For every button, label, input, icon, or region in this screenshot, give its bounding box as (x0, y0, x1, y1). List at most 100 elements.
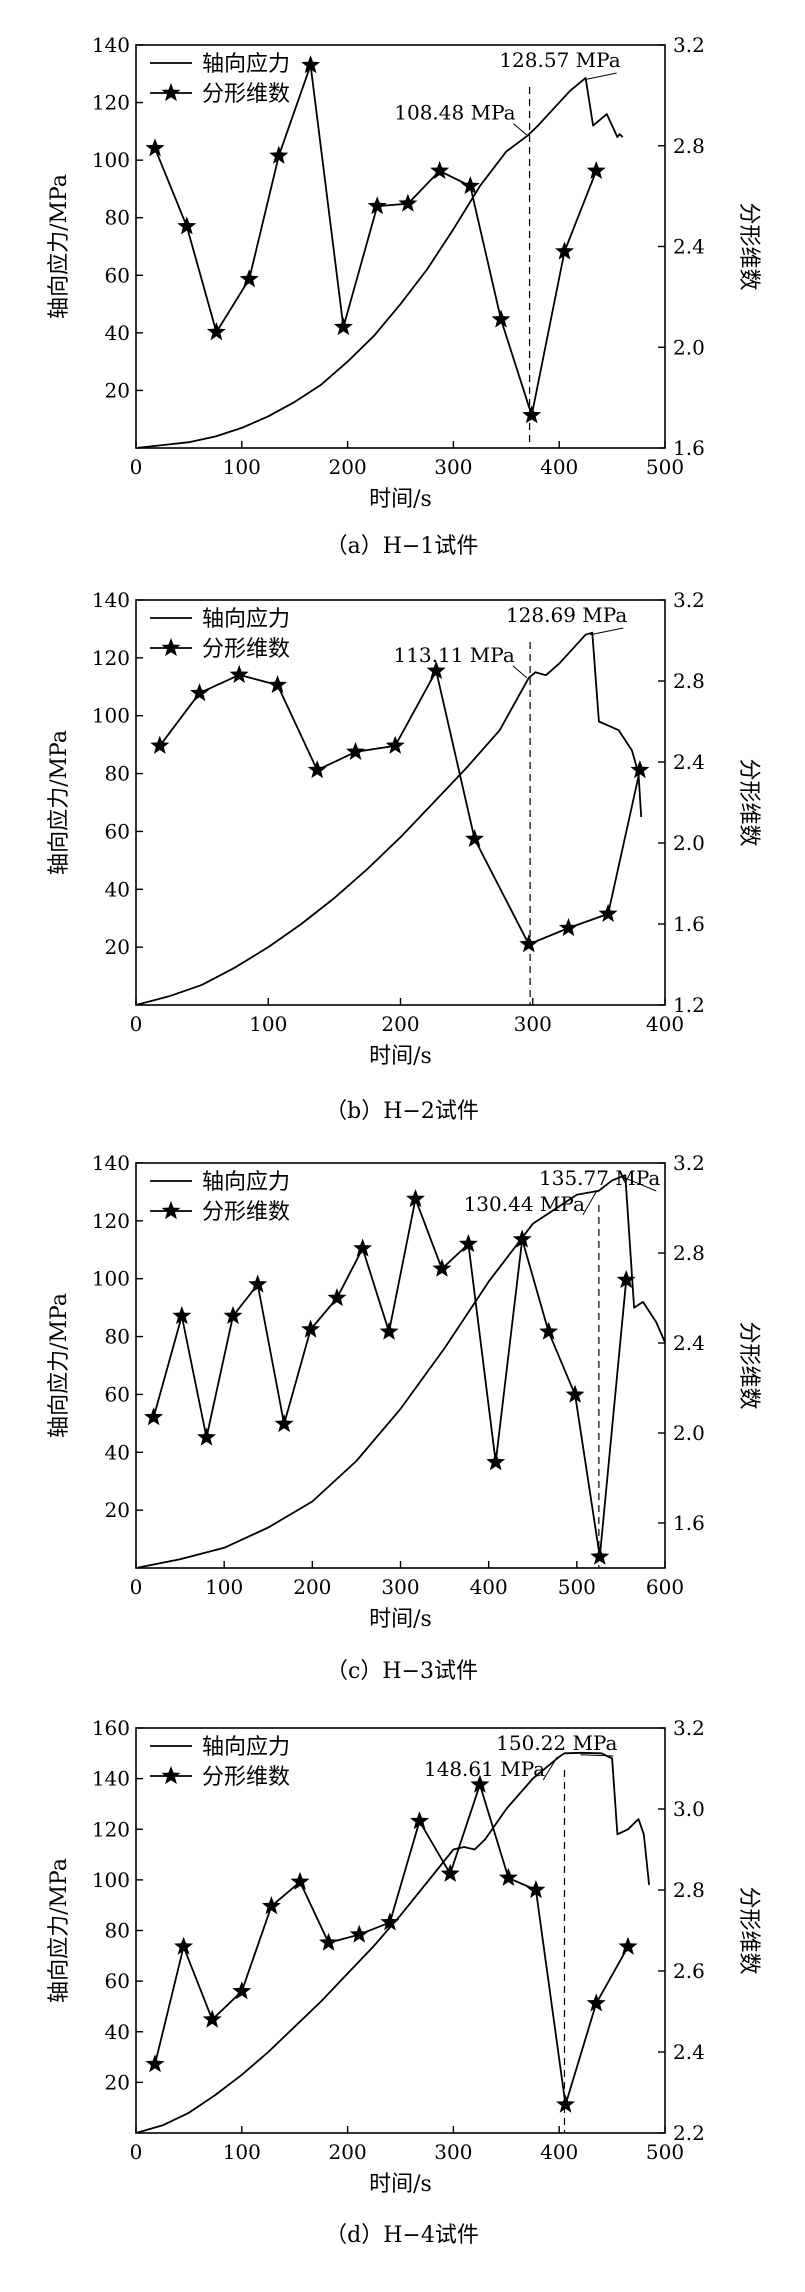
annotation-failure-leader (542, 1756, 558, 1781)
x-axis-label: 时间/s (369, 487, 432, 512)
y-axis-label: 轴向应力/MPa (47, 730, 72, 875)
fractal-point (522, 405, 542, 424)
annotation-peak-leader (580, 1754, 614, 1757)
annotation-failure-stress: 148.61 MPa (424, 1757, 545, 1781)
fractal-point (177, 216, 197, 235)
stress-series-line (135, 1751, 650, 2134)
fractal-point (512, 1229, 532, 1248)
fractal-point (269, 145, 289, 164)
fractal-point (458, 1234, 478, 1253)
fractal-point (410, 1811, 430, 1830)
panel-caption: （b）H−2试件 (325, 1099, 479, 1124)
fractal-point (232, 1981, 252, 2000)
y-tick-label: 40 (105, 2020, 130, 2044)
fractal-point (616, 1270, 636, 1289)
annotation-failure-stress: 130.44 MPa (464, 1192, 585, 1216)
x-tick-label: 400 (540, 455, 578, 479)
annotation-peak-stress: 135.77 MPa (539, 1166, 660, 1190)
x-tick-label: 200 (381, 1012, 419, 1036)
fractal-point (486, 1452, 506, 1471)
fractal-series-line (154, 1783, 629, 2106)
x-tick-label: 300 (434, 2140, 472, 2164)
annotation-failure-leader (582, 1190, 598, 1216)
y2-tick-label: 2.8 (673, 1878, 705, 1902)
y2-tick-label: 1.6 (673, 1511, 705, 1535)
y-tick-label: 120 (92, 1817, 130, 1841)
x-tick-label: 400 (540, 2140, 578, 2164)
x-tick-label: 0 (130, 1575, 143, 1599)
x-tick-label: 300 (514, 1012, 552, 1036)
fractal-point (301, 1319, 321, 1338)
y2-tick-label: 3.2 (673, 1151, 705, 1175)
fractal-point (598, 903, 618, 922)
x-tick-label: 400 (470, 1575, 508, 1599)
fractal-point (565, 1384, 585, 1403)
y-tick-label: 80 (105, 1325, 130, 1349)
fractal-point (248, 1274, 268, 1293)
panel-caption: （a）H−1试件 (326, 534, 479, 559)
fractal-point (491, 309, 511, 328)
x-tick-label: 100 (223, 455, 261, 479)
legend-stress-label: 轴向应力 (202, 1170, 290, 1195)
y-tick-label: 120 (92, 1209, 130, 1233)
y2-tick-label: 3.2 (673, 1716, 705, 1740)
y2-tick-label: 1.6 (673, 912, 705, 936)
fractal-point (432, 1258, 452, 1277)
stress-series-line (135, 631, 643, 1006)
y2-tick-label: 2.4 (673, 1331, 705, 1355)
y-tick-label: 120 (92, 646, 130, 670)
fractal-point (367, 196, 387, 215)
chart-panel-4: 0 100 200 300 400 500 20 40 60 80 100 120 140 160 2.2 2… (47, 1716, 761, 2248)
x-axis-label: 时间/s (369, 2172, 432, 2197)
legend-stress-label: 轴向应力 (202, 52, 290, 77)
fractal-point (385, 735, 405, 754)
annotation-peak-leader (623, 1176, 657, 1192)
y2-axis-label: 分形维数 (736, 1886, 761, 1974)
chart-panel-3: 0 100 200 300 400 500 600 20 40 60 80 100 120 140 1.6 2… (47, 1151, 761, 1684)
annotation-peak-stress: 150.22 MPa (496, 1731, 617, 1755)
y-tick-label: 140 (92, 1767, 130, 1791)
fractal-point (268, 675, 287, 694)
y2-tick-label: 2.0 (673, 831, 705, 855)
y-tick-label: 20 (105, 1498, 130, 1522)
x-tick-label: 100 (223, 2140, 261, 2164)
x-tick-label: 0 (130, 1012, 143, 1036)
fractal-point (470, 1774, 490, 1793)
y2-tick-label: 2.8 (673, 134, 705, 158)
y-tick-label: 60 (105, 1382, 130, 1406)
annotation-failure-leader (512, 665, 528, 679)
fractal-point (526, 1880, 546, 1899)
fractal-point (380, 1912, 400, 1931)
fractal-point (174, 1936, 194, 1955)
fractal-point (398, 193, 418, 212)
stress-series-line (135, 1174, 666, 1569)
fractal-point (465, 829, 485, 847)
y-axis-label: 轴向应力/MPa (47, 1858, 72, 2003)
x-tick-label: 0 (130, 2140, 143, 2164)
fractal-point (586, 1993, 606, 2012)
legend-fractal-label: 分形维数 (202, 1765, 290, 1790)
y-tick-label: 60 (105, 819, 130, 843)
legend-fractal-marker (161, 1201, 181, 1220)
fractal-point (290, 1871, 310, 1890)
fractal-point (349, 1924, 369, 1943)
fractal-point (206, 322, 226, 341)
fractal-point (556, 2094, 576, 2113)
y2-axis-label: 分形维数 (736, 202, 761, 290)
y2-tick-label: 2.6 (673, 1959, 705, 1983)
fractal-point (202, 2009, 222, 2028)
legend-fractal-marker (161, 83, 181, 102)
fractal-point (426, 660, 446, 679)
y-tick-label: 80 (105, 762, 130, 786)
fractal-point (229, 664, 249, 683)
fractal-point (555, 241, 574, 260)
y-tick-label: 20 (105, 935, 130, 959)
fractal-point (440, 1863, 460, 1882)
annotation-peak-stress: 128.69 MPa (506, 603, 627, 627)
y-tick-label: 80 (105, 206, 130, 230)
fractal-point (301, 55, 321, 74)
legend-fractal-marker (161, 638, 181, 657)
fractal-point (190, 683, 209, 702)
fractal-point (145, 2054, 165, 2073)
y-axis-label: 轴向应力/MPa (47, 1293, 72, 1438)
